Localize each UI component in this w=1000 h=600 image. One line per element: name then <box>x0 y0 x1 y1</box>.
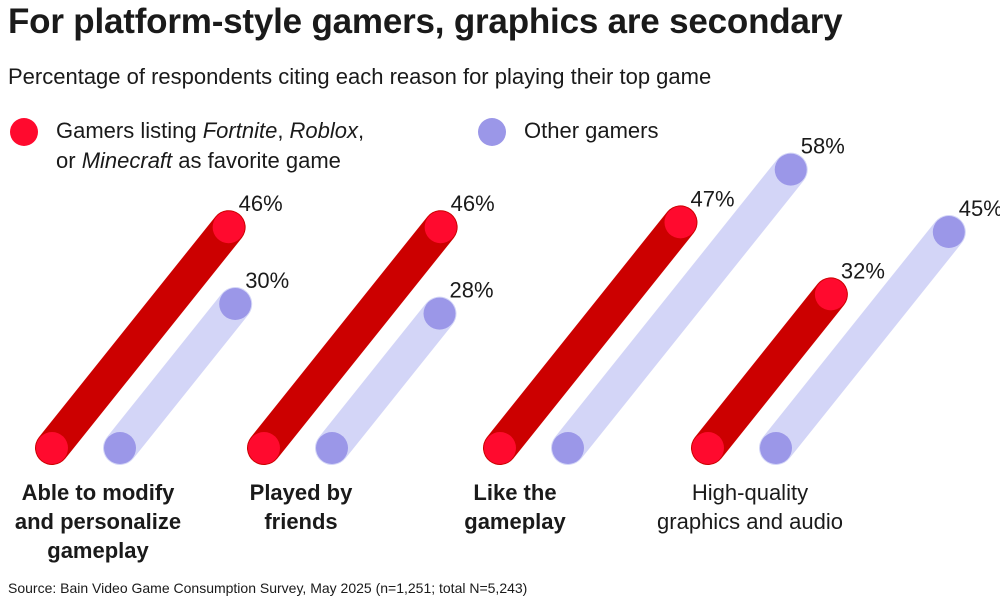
legend-text-part: or <box>56 148 82 173</box>
bar-other-3 <box>759 215 966 465</box>
chart-title: For platform-style gamers, graphics are … <box>8 2 843 41</box>
bar-end-dot-platform-0 <box>212 211 245 244</box>
category-label-line: Able to modify <box>21 480 175 505</box>
bar-start-dot-platform-0 <box>36 432 68 464</box>
legend-text-part: , <box>277 118 290 143</box>
category-label-friends: Played by friends <box>226 478 376 536</box>
bar-platform-2 <box>483 205 698 465</box>
category-label-line: gameplay <box>464 509 566 534</box>
bar-other-2 <box>551 152 808 465</box>
bar-platform-0 <box>35 210 246 465</box>
bar-end-dot-platform-3 <box>814 278 847 311</box>
bar-end-dot-other-0 <box>219 288 252 320</box>
category-label-line: Like the <box>473 480 557 505</box>
bar-start-dot-platform-3 <box>692 432 724 464</box>
bar-end-dot-other-3 <box>932 216 965 248</box>
category-label-modify: Able to modify and personalize gameplay <box>0 478 196 565</box>
data-label-platform-3: 32% <box>841 258 885 283</box>
bar-end-dot-other-1 <box>423 297 456 330</box>
legend-text-roblox: Roblox <box>289 118 359 143</box>
bar-other-1 <box>315 296 457 465</box>
data-label-platform-0: 46% <box>239 191 283 216</box>
data-label-other-3: 45% <box>959 196 1000 221</box>
legend-text-part: as favorite game <box>172 148 341 173</box>
data-label-other-1: 28% <box>450 278 494 303</box>
bar-start-dot-other-0 <box>104 432 136 464</box>
legend-text-minecraft: Minecraft <box>81 148 173 173</box>
legend-text-fortnite: Fortnite <box>202 118 278 143</box>
bar-other-0 <box>103 287 253 465</box>
category-label-line: High-quality <box>691 480 809 505</box>
bar-start-dot-other-1 <box>316 432 348 464</box>
bar-end-dot-platform-2 <box>664 206 697 239</box>
legend-item-platform-gamers: Gamers listing Fortnite, Roblox, or Minec… <box>10 116 364 176</box>
legend-item-other-gamers: Other gamers <box>478 116 659 146</box>
legend-label-other-gamers: Other gamers <box>524 118 659 143</box>
legend-dot-purple-icon <box>478 118 506 146</box>
bar-end-dot-other-2 <box>774 153 807 186</box>
bar-end-dot-platform-1 <box>424 211 457 244</box>
category-label-line: gameplay <box>47 538 149 563</box>
legend-text-part: Gamers listing <box>56 118 203 143</box>
category-label-line: Played by <box>249 480 353 505</box>
category-label-line: graphics and audio <box>657 509 843 534</box>
legend-dot-red-icon <box>10 118 38 146</box>
source-note: Source: Bain Video Game Consumption Surv… <box>8 580 528 596</box>
category-label-graphics: High-quality graphics and audio <box>630 478 870 536</box>
bar-start-dot-other-3 <box>760 432 792 464</box>
bar-start-dot-other-2 <box>552 432 584 464</box>
chart-subtitle: Percentage of respondents citing each re… <box>8 64 712 89</box>
category-label-gameplay: Like the gameplay <box>440 478 590 536</box>
data-label-other-0: 30% <box>245 268 289 293</box>
category-label-line: friends <box>264 509 338 534</box>
data-label-platform-1: 46% <box>451 191 495 216</box>
data-label-other-2: 58% <box>801 134 845 159</box>
legend-text-part: , <box>358 118 365 143</box>
bar-platform-1 <box>247 210 458 465</box>
bar-start-dot-platform-1 <box>248 432 280 464</box>
legend-label-platform-gamers: Gamers listing Fortnite, Roblox, or Minec… <box>56 116 364 176</box>
bar-start-dot-platform-2 <box>484 432 516 464</box>
data-label-platform-2: 47% <box>690 186 734 211</box>
category-label-line: and personalize <box>14 509 182 534</box>
bar-platform-3 <box>691 277 848 465</box>
